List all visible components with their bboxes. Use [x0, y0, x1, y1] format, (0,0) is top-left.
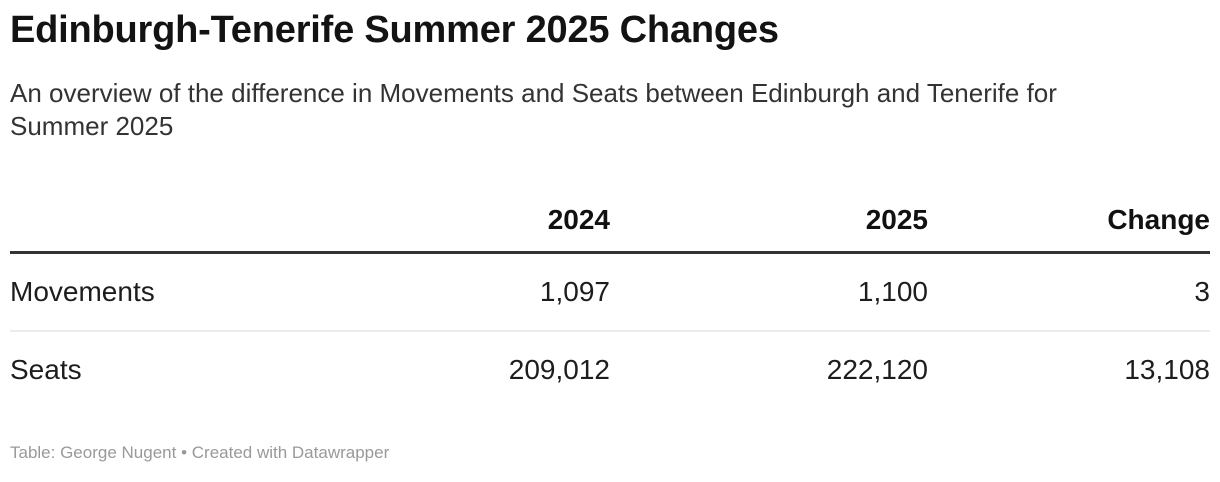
table-row-seats: Seats 209,012 222,120 13,108	[10, 331, 1210, 408]
table-credit: Table: George Nugent	[10, 442, 177, 462]
cell-movements-change: 3	[928, 252, 1210, 332]
row-label-seats: Seats	[10, 353, 82, 385]
column-header-blank	[10, 186, 310, 254]
datawrapper-credit-link[interactable]: Created with Datawrapper	[191, 442, 390, 462]
chart-footer: Table: George Nugent • Created with Data…	[10, 442, 1210, 463]
chart-description: An overview of the difference in Movemen…	[10, 77, 1057, 141]
table-row-movements: Movements 1,097 1,100 3	[10, 252, 1210, 332]
data-table: 2024 2025 Change Movements 1,097 1,100 3…	[10, 186, 1210, 408]
column-header-2025: 2025	[610, 186, 928, 254]
cell-movements-2025: 1,100	[610, 252, 928, 332]
chart-title: Edinburgh-Tenerife Summer 2025 Changes	[10, 9, 779, 51]
cell-seats-2025: 222,120	[826, 353, 928, 385]
cell-seats-change: 13,108	[1124, 353, 1210, 385]
cell-seats-2024: 209,012	[508, 353, 610, 385]
column-header-change: Change	[928, 186, 1210, 254]
cell-movements-2024: 1,097	[310, 252, 610, 332]
row-label-movements: Movements	[10, 252, 310, 332]
footer-separator: •	[176, 442, 192, 462]
column-header-2024: 2024	[310, 186, 610, 254]
table-header-row: 2024 2025 Change	[10, 186, 1210, 254]
